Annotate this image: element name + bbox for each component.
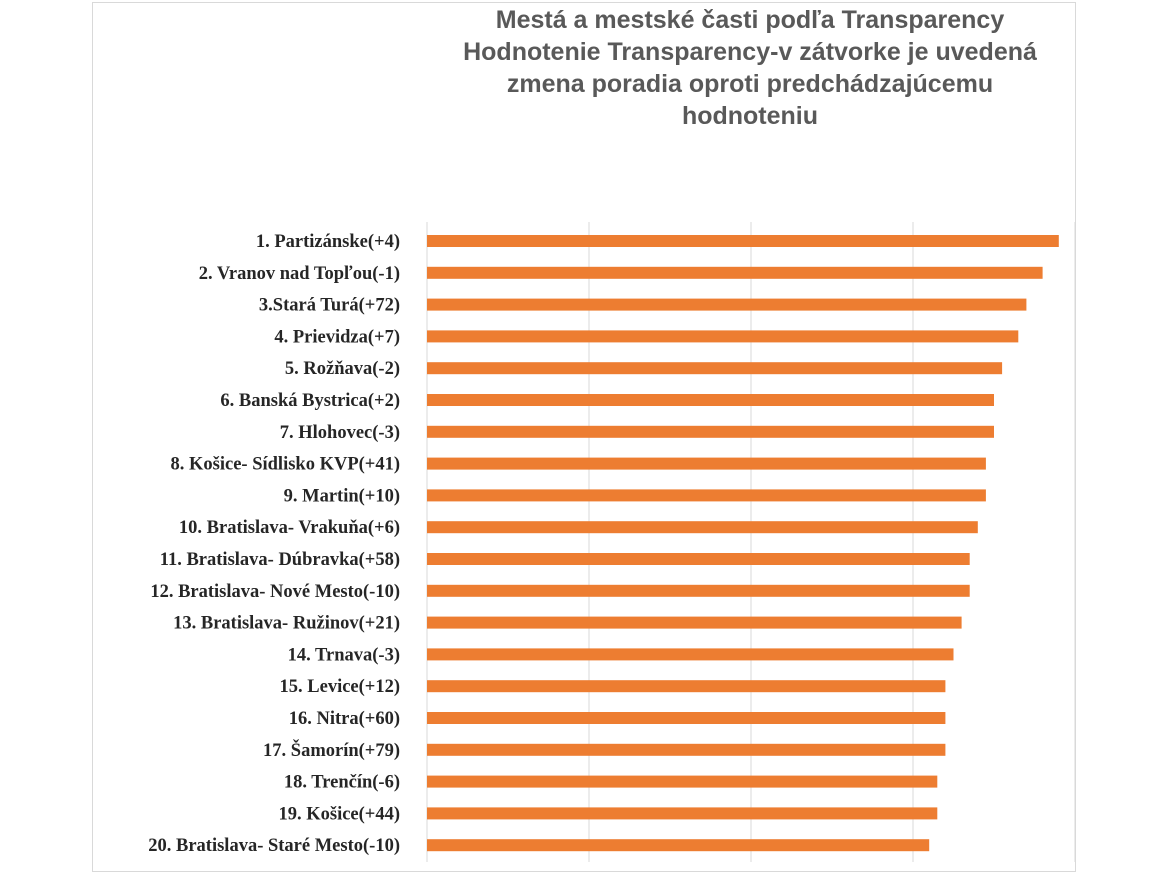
bar <box>427 298 1027 311</box>
bar <box>427 521 978 534</box>
bar <box>427 457 986 470</box>
chart-title-line-3: zmena poradia oproti predchádzajúcemu <box>506 70 994 98</box>
category-label: 15. Levice(+12) <box>280 677 400 697</box>
category-label: 19. Košice(+44) <box>278 804 400 824</box>
bar <box>427 712 946 724</box>
bar <box>427 553 970 565</box>
category-label: 11. Bratislava- Dúbravka(+58) <box>160 550 400 570</box>
category-label: 20. Bratislava- Staré Mesto(-10) <box>148 836 400 856</box>
category-label: 4. Prievidza(+7) <box>274 327 400 347</box>
category-label: 6. Banská Bystrica(+2) <box>220 391 400 411</box>
chart-title: Mestá a mestské časti podľa Transparency… <box>420 4 1080 132</box>
category-label: 7. Hlohovec(-3) <box>280 423 400 443</box>
category-label: 5. Rožňava(-2) <box>285 359 400 379</box>
bar <box>427 266 1043 279</box>
category-label: 13. Bratislava- Ružinov(+21) <box>173 614 400 634</box>
bar <box>427 775 938 788</box>
bars <box>427 235 1059 852</box>
bar <box>427 807 938 820</box>
chart-title-line-1: Mestá a mestské časti podľa Transparency <box>495 6 1005 34</box>
bar <box>427 235 1059 247</box>
bar <box>427 330 1019 343</box>
bar <box>427 616 962 629</box>
bar <box>427 394 994 406</box>
category-label: 12. Bratislava- Nové Mesto(-10) <box>150 582 400 602</box>
category-label: 16. Nitra(+60) <box>289 709 400 729</box>
category-label: 9. Martin(+10) <box>284 486 400 506</box>
category-labels: 1. Partizánske(+4) 2. Vranov nad Topľou(-… <box>148 232 400 856</box>
bar <box>427 839 930 852</box>
category-label: 2. Vranov nad Topľou(-1) <box>199 264 400 284</box>
category-label: 1. Partizánske(+4) <box>256 232 400 252</box>
category-label: 17. Šamorín(+79) <box>263 739 400 761</box>
category-label: 14. Trnava(-3) <box>288 645 400 665</box>
category-label: 10. Bratislava- Vrakuňa(+6) <box>179 518 400 538</box>
category-label: 18. Trenčín(-6) <box>284 773 400 793</box>
chart-title-line-4: hodnoteniu <box>681 102 819 130</box>
bar <box>427 362 1003 375</box>
chart-title-line-2: Hodnotenie Transparency-v zátvorke je uv… <box>463 38 1037 66</box>
bar <box>427 743 946 756</box>
category-label: 8. Košice- Sídlisko KVP(+41) <box>171 455 400 475</box>
bar <box>427 680 946 693</box>
bar <box>427 584 970 597</box>
gridlines <box>426 222 1076 862</box>
bar <box>427 489 986 502</box>
bar <box>427 648 954 661</box>
category-label: 3.Stará Turá(+72) <box>259 296 400 316</box>
bar <box>427 425 994 438</box>
